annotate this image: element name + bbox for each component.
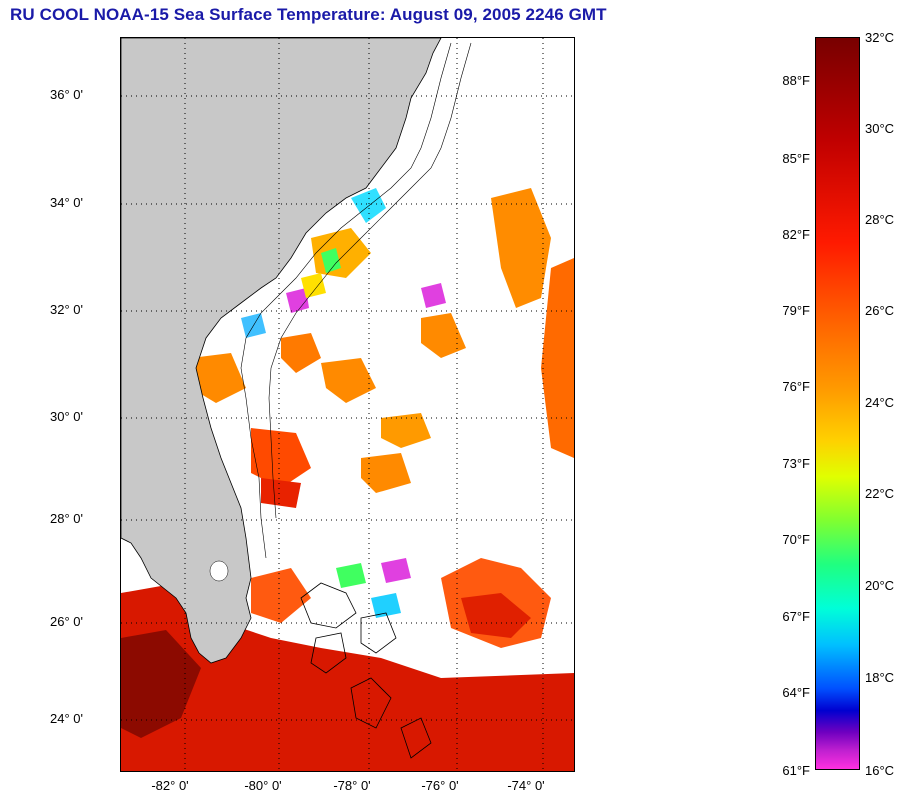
colorbar-label-64f: 64°F bbox=[782, 685, 810, 700]
sst-map bbox=[120, 37, 575, 772]
lake-okeechobee bbox=[209, 560, 229, 582]
colorbar-label-79f: 79°F bbox=[782, 303, 810, 318]
colorbar-label-70f: 70°F bbox=[782, 532, 810, 547]
colorbar-label-28c: 28°C bbox=[865, 212, 895, 227]
lon-label-80: -80° 0' bbox=[244, 778, 282, 793]
map-title: RU COOL NOAA-15 Sea Surface Temperature:… bbox=[10, 5, 607, 24]
bathymetry-contours bbox=[240, 42, 472, 559]
colorbar-label-82f: 82°F bbox=[782, 227, 810, 242]
colorbar-label-85f: 85°F bbox=[782, 151, 810, 166]
lon-label-76: -76° 0' bbox=[421, 778, 459, 793]
colorbar-label-18c: 18°C bbox=[865, 670, 895, 685]
lon-label-82: -82° 0' bbox=[151, 778, 189, 793]
colorbar-label-61f: 61°F bbox=[782, 763, 810, 778]
lat-label-32: 32° 0' bbox=[50, 302, 83, 317]
colorbar-label-73f: 73°F bbox=[782, 456, 810, 471]
lat-label-26: 26° 0' bbox=[50, 614, 83, 629]
colorbar-label-67f: 67°F bbox=[782, 609, 810, 624]
colorbar-label-22c: 22°C bbox=[865, 486, 895, 501]
colorbar-label-16c: 16°C bbox=[865, 763, 895, 778]
temperature-colorbar bbox=[815, 37, 860, 770]
land-mass bbox=[121, 38, 442, 664]
colorbar-label-24c: 24°C bbox=[865, 395, 895, 410]
colorbar-label-88f: 88°F bbox=[782, 73, 810, 88]
lon-label-74: -74° 0' bbox=[507, 778, 545, 793]
lat-label-28: 28° 0' bbox=[50, 511, 83, 526]
lat-label-36: 36° 0' bbox=[50, 87, 83, 102]
cool-edges bbox=[241, 188, 446, 618]
graticule bbox=[121, 38, 574, 771]
sst-patches bbox=[121, 188, 574, 771]
colorbar-label-20c: 20°C bbox=[865, 578, 895, 593]
colorbar-label-26c: 26°C bbox=[865, 303, 895, 318]
lat-label-24: 24° 0' bbox=[50, 711, 83, 726]
colorbar-label-76f: 76°F bbox=[782, 379, 810, 394]
colorbar-label-32c: 32°C bbox=[865, 30, 895, 45]
lon-label-78: -78° 0' bbox=[333, 778, 371, 793]
sst-map-canvas bbox=[121, 38, 574, 771]
lat-label-30: 30° 0' bbox=[50, 409, 83, 424]
colorbar-label-30c: 30°C bbox=[865, 121, 895, 136]
lat-label-34: 34° 0' bbox=[50, 195, 83, 210]
